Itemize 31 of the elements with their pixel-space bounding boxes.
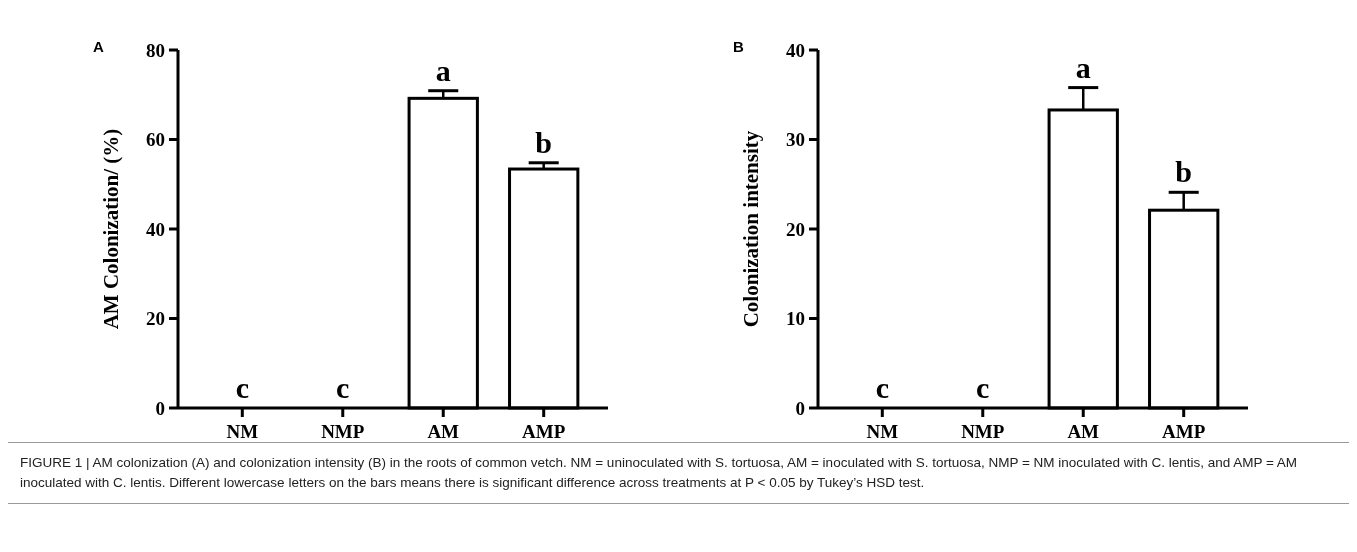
y-tick-label: 80 [146, 39, 165, 61]
x-tick-label: AM [427, 421, 460, 442]
annotation: a [435, 53, 451, 87]
annotation: c [235, 371, 249, 404]
annotation: b [535, 125, 553, 159]
x-tick-label: AM [1067, 421, 1100, 442]
annotation: b [1175, 155, 1193, 189]
annotation: c [336, 371, 350, 404]
y-axis-title: AM Colonization/ (%) [99, 128, 123, 330]
y-tick-label: 30 [786, 129, 805, 151]
x-tick-label: AMP [1162, 421, 1206, 442]
chart-title: B [733, 38, 744, 55]
y-tick-label: 60 [146, 129, 165, 151]
x-tick-label: NM [226, 421, 259, 442]
x-tick-label: AMP [522, 421, 566, 442]
y-tick-label: 0 [155, 397, 165, 419]
x-tick-label: NMP [321, 421, 365, 442]
y-tick-label: 10 [786, 308, 805, 330]
annotation: a [1075, 50, 1091, 84]
annotation: c [875, 371, 889, 404]
x-tick-label: NMP [961, 421, 1005, 442]
y-tick-label: 40 [786, 39, 805, 61]
y-axis-title: Colonization intensity [739, 130, 763, 328]
y-tick-label: 40 [146, 218, 165, 240]
y-tick-label: 20 [146, 308, 165, 330]
caption: FIGURE 1 | AM colonization (A) and colonization intensity (B) in the roots of common vetch. NM = uninoculated with S. tortuosa, AM = inoculated with S. tortuosa, NMP = NM inoculated with C. lentis, and AMP = AM inoculated with C. lentis. Different lowercase letters on the bars means there is significant difference across treatments at P < 0.05 by Tukey’s HSD test. [20, 454, 1299, 492]
annotation: c [976, 371, 990, 404]
chart-title: A [93, 38, 104, 55]
y-tick-label: 20 [786, 218, 805, 240]
y-tick-label: 0 [795, 397, 805, 419]
x-tick-label: NM [866, 421, 899, 442]
